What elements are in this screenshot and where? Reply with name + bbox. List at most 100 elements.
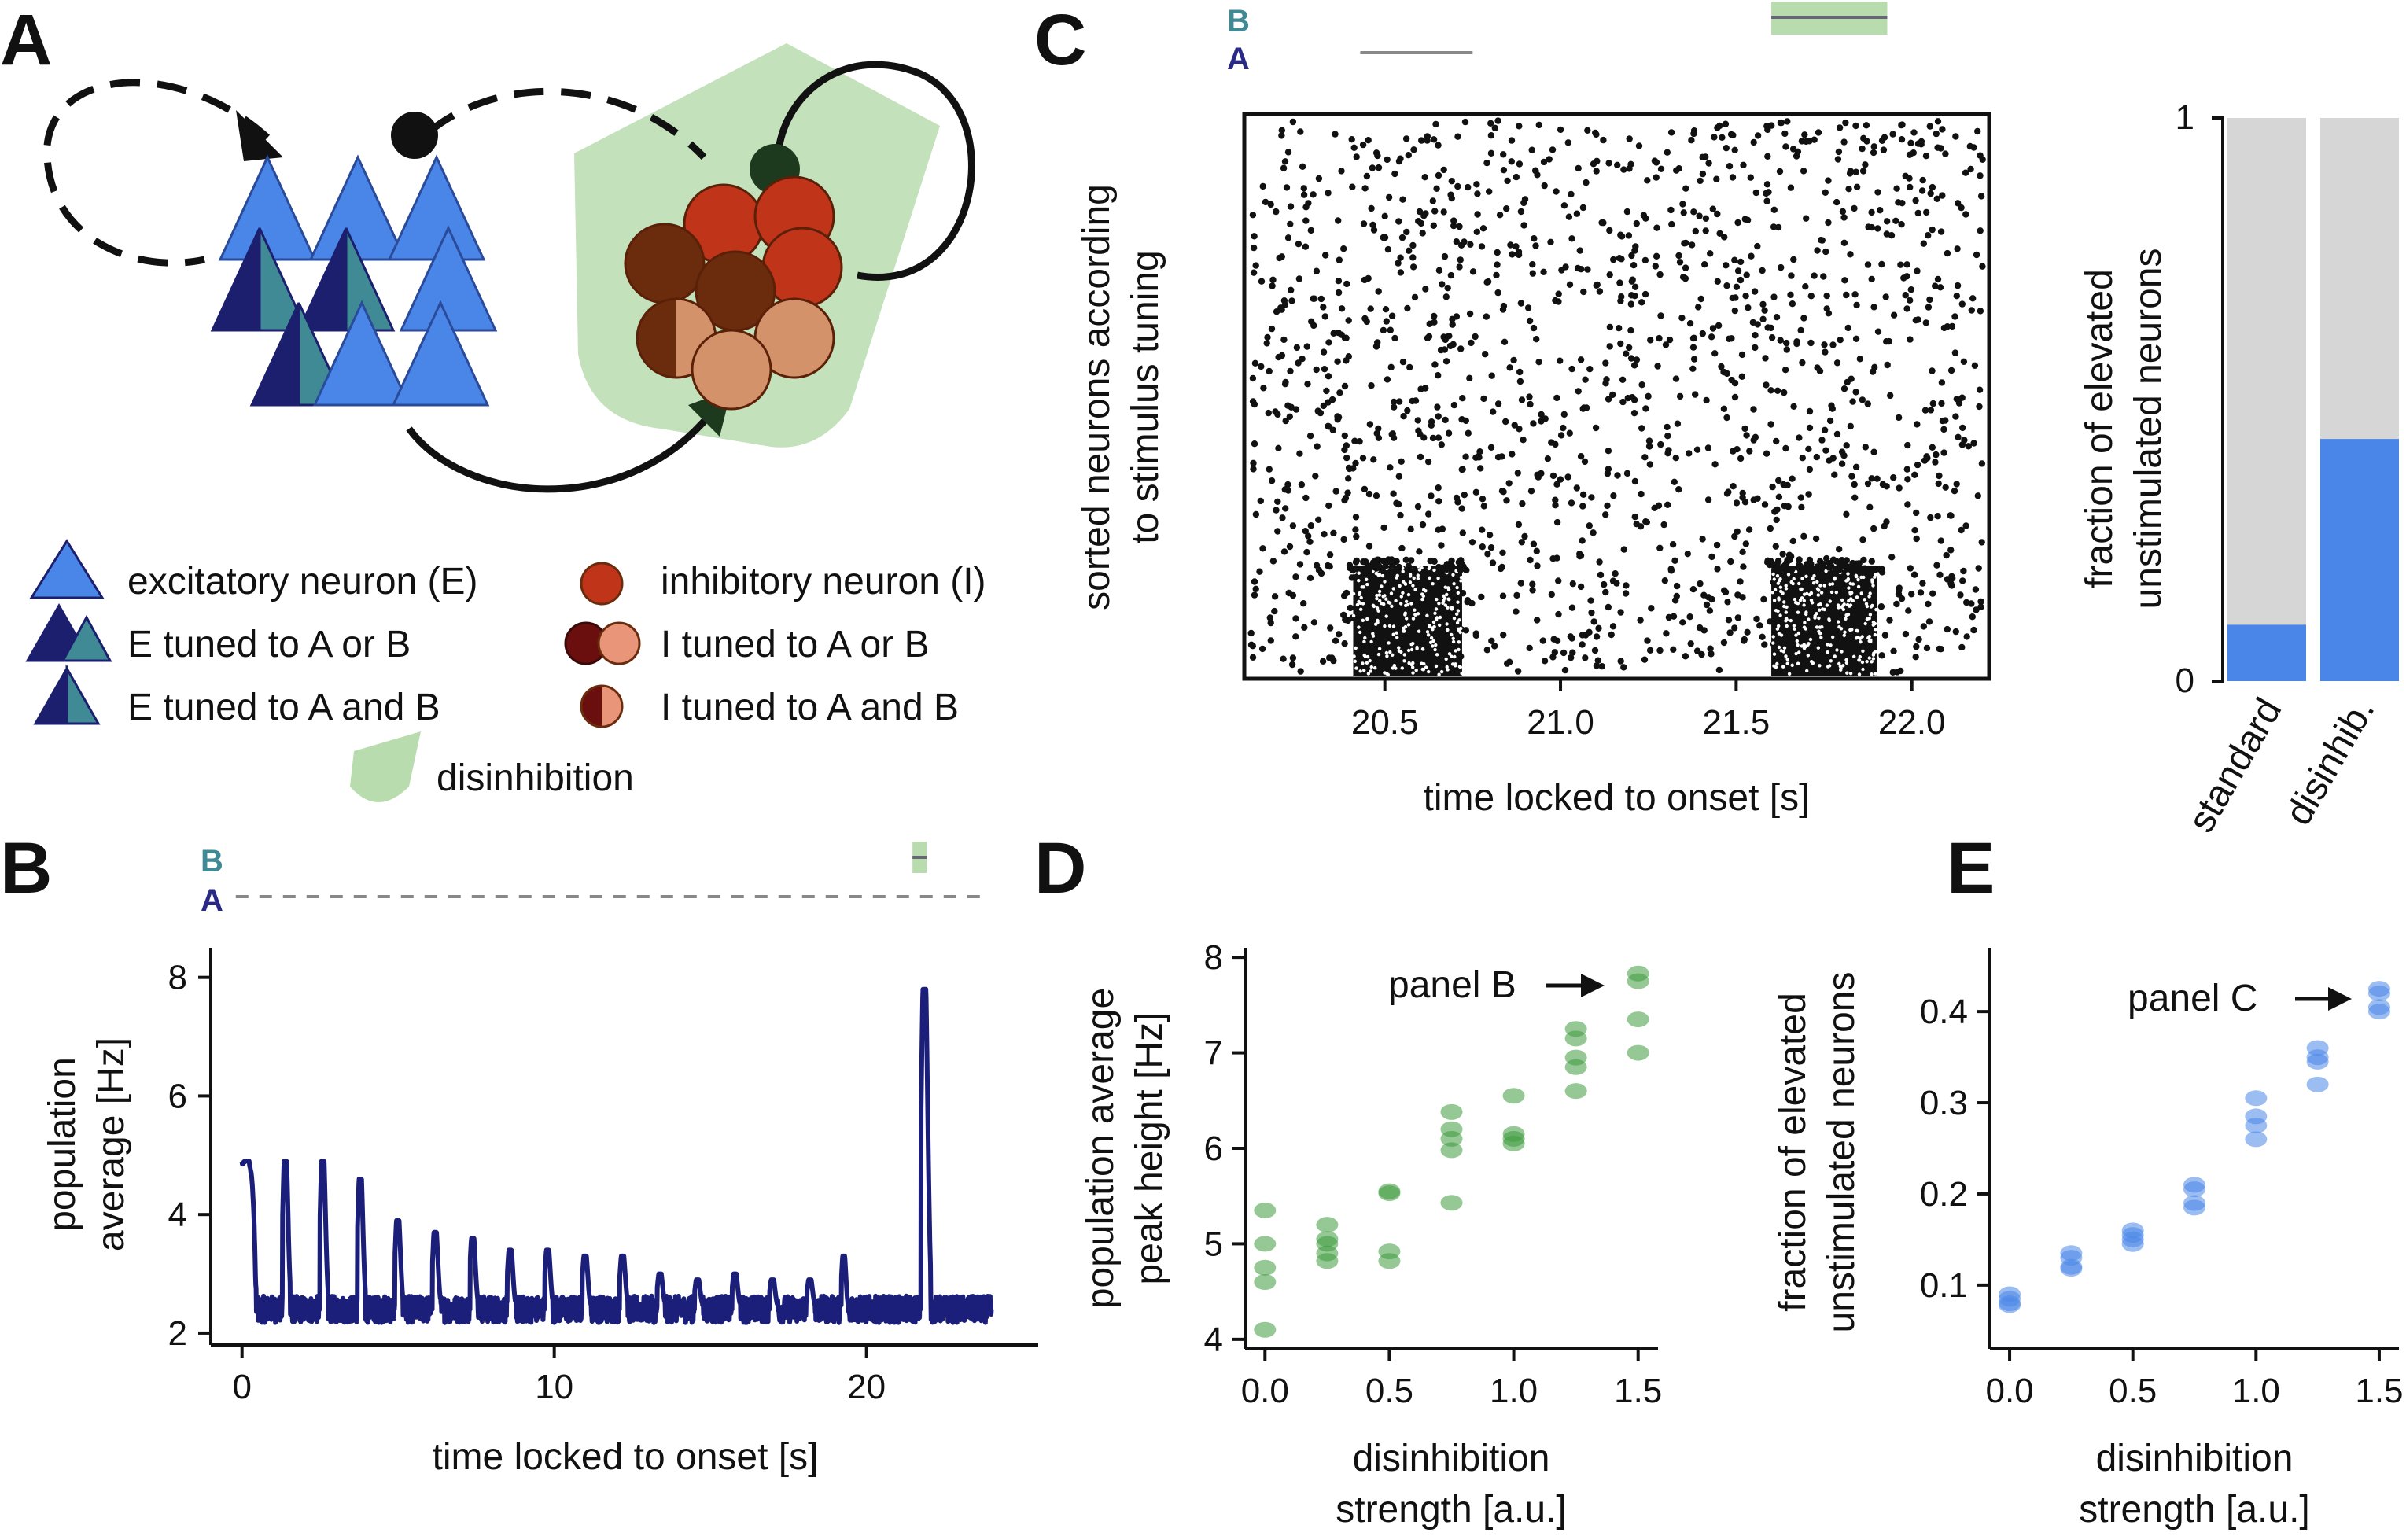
block-gap bbox=[1431, 582, 1435, 586]
spike-dot bbox=[1780, 563, 1787, 570]
panel-d-ylabel-line1: population average bbox=[1080, 988, 1122, 1309]
spike-dot bbox=[1431, 208, 1439, 215]
block-gap bbox=[1821, 607, 1825, 611]
block-gap bbox=[1397, 646, 1401, 650]
spike-dot bbox=[1592, 424, 1600, 432]
block-gap bbox=[1450, 606, 1454, 610]
spike-dot bbox=[1750, 406, 1757, 413]
spike-dot bbox=[1847, 422, 1854, 430]
spike-dot bbox=[1628, 278, 1635, 285]
spike-dot bbox=[1457, 256, 1465, 263]
spike-dot bbox=[1552, 297, 1559, 304]
spike-dot bbox=[1479, 225, 1487, 232]
spike-dot bbox=[1884, 361, 1891, 369]
spike-dot bbox=[1550, 636, 1557, 643]
spike-dot bbox=[1729, 174, 1737, 181]
spike-dot bbox=[1702, 227, 1709, 234]
spike-dot bbox=[1555, 610, 1562, 618]
spike-dot bbox=[1952, 133, 1959, 140]
spike-dot bbox=[1494, 289, 1501, 297]
block-gap bbox=[1778, 613, 1782, 617]
spike-dot bbox=[1532, 168, 1539, 175]
spike-dot bbox=[1535, 121, 1543, 129]
spike-dot bbox=[1912, 654, 1919, 661]
spike-dot bbox=[1977, 152, 1984, 159]
block-gap bbox=[1841, 603, 1845, 608]
spike-dot bbox=[1944, 625, 1951, 633]
spike-dot bbox=[1284, 481, 1291, 488]
block-gap bbox=[1785, 624, 1789, 628]
block-gap bbox=[1775, 627, 1780, 631]
block-gap bbox=[1790, 663, 1794, 667]
panel-d-points bbox=[1254, 965, 1649, 1338]
block-gap bbox=[1819, 591, 1824, 595]
spike-dot bbox=[1302, 528, 1310, 535]
bar-ytick-label-1: 1 bbox=[2176, 98, 2194, 137]
spike-dot bbox=[1252, 510, 1260, 518]
spike-dot bbox=[1494, 117, 1501, 124]
spike-dot bbox=[1927, 407, 1935, 414]
spike-dot bbox=[1852, 335, 1860, 342]
spike-dot bbox=[1483, 159, 1490, 167]
spike-dot bbox=[1761, 307, 1768, 314]
block-gap bbox=[1770, 591, 1774, 595]
spike-dot bbox=[1534, 471, 1541, 478]
spike-dot bbox=[1743, 432, 1750, 439]
panel-e-ylabel: fraction of elevated unstimulated neuron… bbox=[1772, 972, 1863, 1333]
data-point bbox=[2306, 1053, 2329, 1070]
legend-i-or-label: I tuned to A or B bbox=[661, 624, 930, 665]
spike-dot bbox=[1325, 190, 1332, 197]
spike-dot bbox=[1575, 388, 1582, 395]
spike-dot bbox=[1370, 227, 1378, 234]
spike-dot bbox=[1553, 554, 1560, 562]
spike-dot bbox=[1500, 632, 1507, 639]
spike-dot bbox=[1568, 654, 1575, 661]
spike-dot bbox=[1465, 183, 1472, 191]
panel-b-ytick-label: 4 bbox=[168, 1196, 187, 1234]
spike-dot bbox=[1849, 398, 1856, 405]
bar-elevated-0 bbox=[2227, 624, 2306, 681]
spike-dot bbox=[1288, 661, 1296, 669]
block-gap bbox=[1771, 572, 1775, 577]
block-gap bbox=[1384, 597, 1388, 601]
spike-dot bbox=[1977, 308, 1984, 315]
spike-dot bbox=[1336, 389, 1343, 396]
spike-dot bbox=[1638, 425, 1645, 432]
spike-dot bbox=[1604, 470, 1612, 477]
spike-dot bbox=[1770, 293, 1778, 300]
spike-dot bbox=[1942, 484, 1949, 491]
block-gap bbox=[1796, 643, 1800, 647]
spike-dot bbox=[1519, 500, 1526, 507]
spike-dot bbox=[1803, 215, 1810, 222]
spike-dot bbox=[1839, 208, 1847, 216]
spike-dot bbox=[1478, 593, 1485, 601]
spike-dot bbox=[1859, 145, 1866, 153]
spike-dot bbox=[1938, 379, 1946, 386]
spike-dot bbox=[1962, 211, 1969, 218]
spike-dot bbox=[1679, 619, 1686, 626]
spike-dot bbox=[1775, 477, 1782, 484]
spike-dot bbox=[1653, 224, 1660, 231]
spike-dot bbox=[1301, 624, 1308, 631]
spike-dot bbox=[1932, 459, 1939, 466]
spike-dot bbox=[1349, 183, 1356, 190]
panel-a-legend: excitatory neuron (E) E tuned to A or B … bbox=[25, 539, 986, 802]
excitatory-projection-arrow bbox=[406, 414, 711, 493]
spike-dot bbox=[1526, 317, 1534, 325]
spike-dot bbox=[1807, 293, 1815, 300]
block-gap bbox=[1772, 599, 1777, 602]
spike-dot bbox=[1806, 466, 1814, 473]
block-gap bbox=[1847, 586, 1851, 590]
block-gap bbox=[1369, 669, 1372, 673]
spike-dot bbox=[1953, 293, 1960, 300]
spike-dot bbox=[1454, 182, 1461, 190]
block-gap bbox=[1459, 576, 1464, 580]
spike-dot bbox=[1348, 136, 1355, 143]
block-gap bbox=[1355, 602, 1360, 607]
spike-dot bbox=[1934, 275, 1942, 283]
spike-dot bbox=[1342, 495, 1350, 502]
block-gap bbox=[1387, 641, 1391, 645]
spike-dot bbox=[1549, 146, 1557, 153]
spike-dot bbox=[1783, 346, 1790, 353]
spike-dot bbox=[1733, 283, 1741, 290]
